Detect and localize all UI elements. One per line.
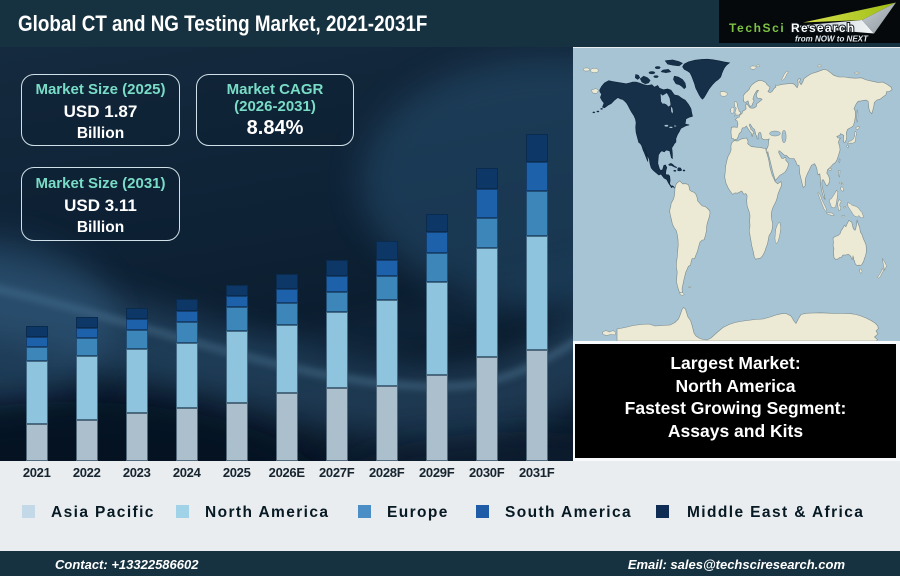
svg-text:Research: Research bbox=[791, 21, 855, 35]
svg-text:from NOW to NEXT: from NOW to NEXT bbox=[795, 34, 869, 43]
svg-text:TechSci: TechSci bbox=[729, 21, 785, 35]
